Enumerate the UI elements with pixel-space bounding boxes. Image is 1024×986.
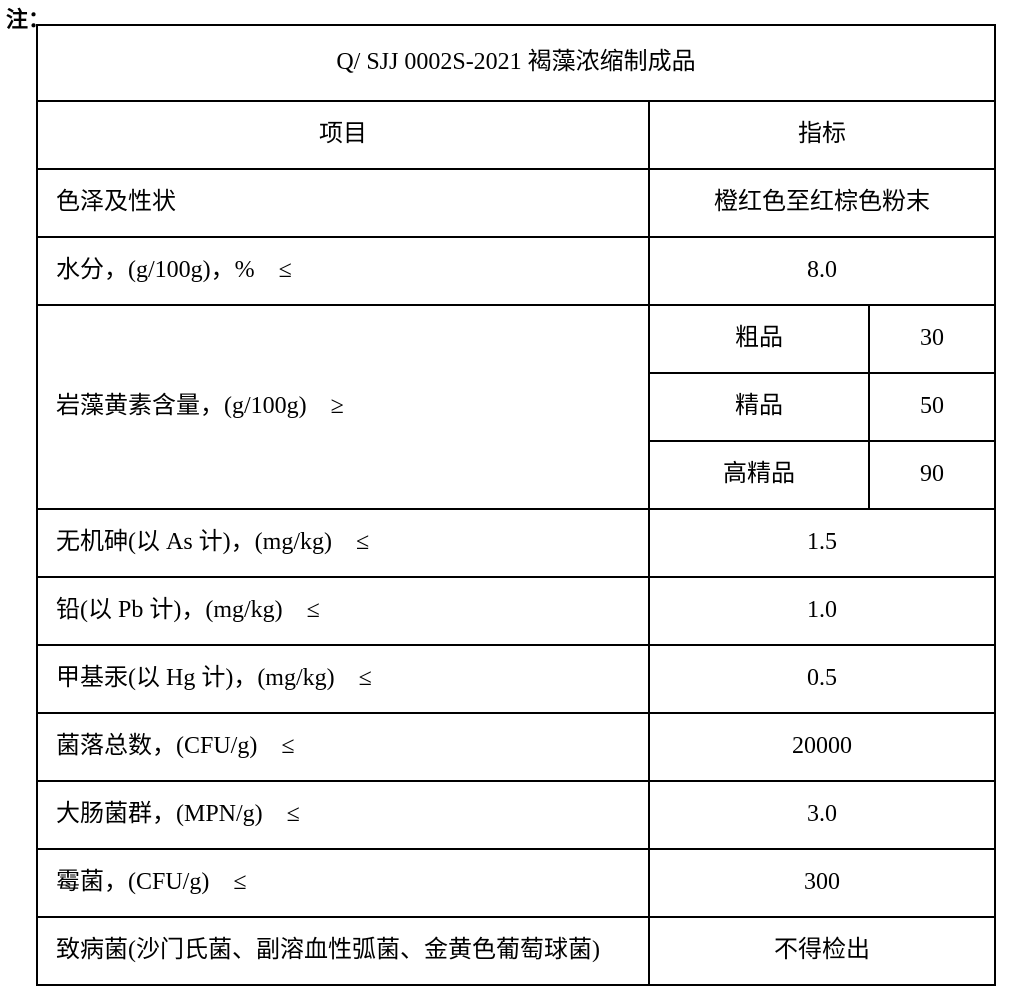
param-value: 8.0 [649, 237, 995, 305]
param-label: 色泽及性状 [37, 169, 649, 237]
table-title: Q/ SJJ 0002S-2021 褐藻浓缩制成品 [37, 25, 995, 101]
table-row: 岩藻黄素含量，(g/100g) ≥ 粗品 30 [37, 305, 995, 373]
param-label: 霉菌，(CFU/g) ≤ [37, 849, 649, 917]
table-row: 致病菌(沙门氏菌、副溶血性弧菌、金黄色葡萄球菌) 不得检出 [37, 917, 995, 985]
header-value: 指标 [649, 101, 995, 169]
param-sub-value: 50 [869, 373, 995, 441]
param-value: 3.0 [649, 781, 995, 849]
param-label: 铅(以 Pb 计)，(mg/kg) ≤ [37, 577, 649, 645]
param-label: 水分，(g/100g)，% ≤ [37, 237, 649, 305]
param-label: 菌落总数，(CFU/g) ≤ [37, 713, 649, 781]
table-row: 菌落总数，(CFU/g) ≤ 20000 [37, 713, 995, 781]
param-label: 岩藻黄素含量，(g/100g) ≥ [37, 305, 649, 509]
header-param: 项目 [37, 101, 649, 169]
table-row: 甲基汞(以 Hg 计)，(mg/kg) ≤ 0.5 [37, 645, 995, 713]
param-value: 1.5 [649, 509, 995, 577]
spec-table-container: Q/ SJJ 0002S-2021 褐藻浓缩制成品 项目 指标 色泽及性状 橙红… [36, 24, 994, 986]
table-row: 色泽及性状 橙红色至红棕色粉末 [37, 169, 995, 237]
param-label: 大肠菌群，(MPN/g) ≤ [37, 781, 649, 849]
param-value: 1.0 [649, 577, 995, 645]
param-value: 300 [649, 849, 995, 917]
param-label: 致病菌(沙门氏菌、副溶血性弧菌、金黄色葡萄球菌) [37, 917, 649, 985]
table-row: 无机砷(以 As 计)，(mg/kg) ≤ 1.5 [37, 509, 995, 577]
table-row: 铅(以 Pb 计)，(mg/kg) ≤ 1.0 [37, 577, 995, 645]
spec-table: Q/ SJJ 0002S-2021 褐藻浓缩制成品 项目 指标 色泽及性状 橙红… [36, 24, 996, 986]
param-value: 0.5 [649, 645, 995, 713]
param-label: 无机砷(以 As 计)，(mg/kg) ≤ [37, 509, 649, 577]
param-sub-label: 粗品 [649, 305, 869, 373]
table-header-row: 项目 指标 [37, 101, 995, 169]
table-row: 大肠菌群，(MPN/g) ≤ 3.0 [37, 781, 995, 849]
param-value: 橙红色至红棕色粉末 [649, 169, 995, 237]
param-sub-value: 90 [869, 441, 995, 509]
param-value: 20000 [649, 713, 995, 781]
param-value: 不得检出 [649, 917, 995, 985]
param-sub-value: 30 [869, 305, 995, 373]
param-label: 甲基汞(以 Hg 计)，(mg/kg) ≤ [37, 645, 649, 713]
table-row: 霉菌，(CFU/g) ≤ 300 [37, 849, 995, 917]
param-sub-label: 精品 [649, 373, 869, 441]
table-row: 水分，(g/100g)，% ≤ 8.0 [37, 237, 995, 305]
param-sub-label: 高精品 [649, 441, 869, 509]
table-title-row: Q/ SJJ 0002S-2021 褐藻浓缩制成品 [37, 25, 995, 101]
